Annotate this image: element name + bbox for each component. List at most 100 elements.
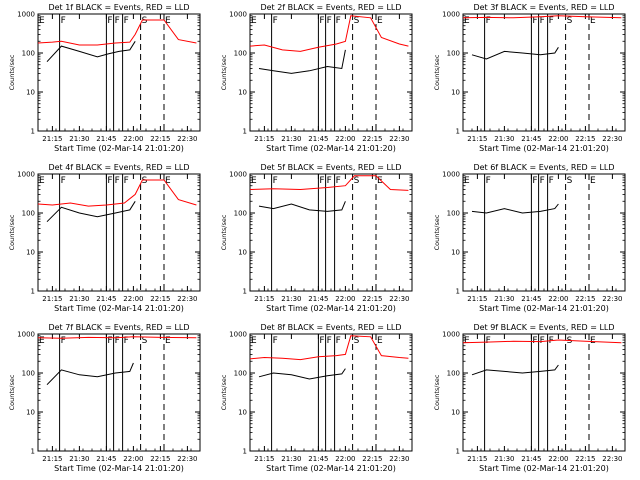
x-tick-label: 22:30: [177, 295, 197, 303]
plot-frame: [249, 173, 413, 292]
y-axis-label: Counts/sec: [8, 214, 16, 250]
x-tick-label: 22:30: [389, 455, 409, 463]
chart-title: Det 3f BLACK = Events, RED = LLD: [473, 3, 614, 12]
plot-frame: [462, 13, 626, 132]
plot-frame: [37, 333, 201, 452]
marker-label: F: [336, 16, 341, 26]
marker-label: F: [486, 176, 491, 186]
marker-label: F: [124, 336, 129, 346]
x-tick-label: 21:45: [521, 295, 541, 303]
y-tick-label: 10: [26, 249, 35, 257]
y-axis-label: Counts/sec: [433, 54, 441, 90]
marker-label: E: [39, 16, 45, 26]
x-tick-label: 22:30: [602, 295, 622, 303]
x-tick-label: 22:30: [389, 135, 409, 143]
y-tick-label: 1: [456, 448, 460, 456]
marker-label: F: [61, 336, 66, 346]
y-axis-label: Counts/sec: [433, 214, 441, 250]
chart-title: Det 9f BLACK = Events, RED = LLD: [473, 323, 614, 332]
x-tick-label: 21:30: [281, 295, 301, 303]
y-axis-label: Counts/sec: [433, 374, 441, 410]
series-lld-line: [37, 19, 197, 46]
marker-label: F: [115, 16, 120, 26]
marker-label: F: [540, 16, 545, 26]
x-tick-label: 21:30: [281, 455, 301, 463]
marker-label: E: [377, 176, 383, 186]
y-tick-label: 1000: [229, 331, 247, 339]
marker-label: S: [567, 176, 573, 186]
marker-label: F: [273, 16, 278, 26]
x-tick-label: 22:00: [548, 135, 568, 143]
plot-frame: [37, 13, 201, 132]
marker-label: E: [251, 336, 257, 346]
y-tick-label: 1: [31, 288, 35, 296]
x-tick-label: 21:15: [467, 295, 487, 303]
x-tick-label: 21:45: [308, 455, 328, 463]
x-tick-label: 21:45: [308, 135, 328, 143]
marker-label: F: [273, 176, 278, 186]
series-lld-line: [249, 335, 409, 361]
series-events-line: [471, 47, 559, 60]
y-tick-label: 1000: [442, 11, 460, 19]
x-tick-label: 22:15: [575, 135, 595, 143]
series-lld-line: [462, 339, 622, 344]
x-tick-label: 22:15: [362, 135, 382, 143]
y-tick-label: 10: [451, 409, 460, 417]
series-events-line: [258, 201, 346, 212]
y-tick-label: 1: [243, 128, 247, 136]
marker-label: S: [142, 16, 148, 26]
y-tick-label: 1000: [442, 171, 460, 179]
x-tick-label: 21:30: [494, 135, 514, 143]
plot-frame: [462, 173, 626, 292]
series-events-line: [471, 364, 559, 376]
x-tick-label: 21:30: [69, 455, 89, 463]
y-tick-label: 1: [243, 288, 247, 296]
y-axis-label: Counts/sec: [220, 374, 228, 410]
x-tick-label: 22:15: [575, 455, 595, 463]
x-tick-label: 21:45: [96, 295, 116, 303]
marker-label: F: [540, 176, 545, 186]
plot-frame: [249, 13, 413, 132]
marker-label: F: [532, 176, 537, 186]
marker-label: F: [115, 176, 120, 186]
marker-label: F: [327, 176, 332, 186]
x-tick-label: 22:15: [150, 455, 170, 463]
y-tick-label: 100: [234, 370, 247, 378]
x-tick-label: 22:15: [150, 295, 170, 303]
x-tick-label: 22:30: [602, 455, 622, 463]
y-tick-label: 10: [26, 409, 35, 417]
y-tick-label: 1000: [17, 11, 35, 19]
x-axis-label: Start Time (02-Mar-14 21:01:20): [54, 304, 184, 313]
marker-label: E: [377, 336, 383, 346]
x-tick-label: 22:15: [150, 135, 170, 143]
marker-label: F: [107, 336, 112, 346]
marker-label: S: [142, 176, 148, 186]
marker-label: F: [336, 176, 341, 186]
y-tick-label: 10: [451, 249, 460, 257]
y-axis-label: Counts/sec: [220, 54, 228, 90]
marker-label: F: [124, 16, 129, 26]
marker-label: E: [464, 336, 470, 346]
x-tick-label: 22:00: [123, 295, 143, 303]
x-tick-label: 22:00: [123, 135, 143, 143]
marker-label: E: [39, 176, 45, 186]
marker-label: F: [486, 16, 491, 26]
x-axis-label: Start Time (02-Mar-14 21:01:20): [54, 464, 184, 473]
plot-frame: [249, 333, 413, 452]
chart-title: Det 2f BLACK = Events, RED = LLD: [260, 3, 401, 12]
chart-title: Det 1f BLACK = Events, RED = LLD: [48, 3, 189, 12]
series-events-line: [46, 362, 134, 386]
x-axis-label: Start Time (02-Mar-14 21:01:20): [479, 144, 609, 153]
y-tick-label: 100: [447, 370, 460, 378]
plot-frame: [37, 173, 201, 292]
marker-label: F: [61, 16, 66, 26]
marker-label: S: [354, 16, 360, 26]
chart-title: Det 4f BLACK = Events, RED = LLD: [48, 163, 189, 172]
y-tick-label: 1000: [229, 171, 247, 179]
x-tick-label: 22:30: [177, 135, 197, 143]
series-events-line: [471, 203, 559, 214]
x-tick-label: 21:30: [69, 295, 89, 303]
marker-label: E: [464, 16, 470, 26]
y-tick-label: 10: [26, 89, 35, 97]
x-tick-label: 21:45: [308, 295, 328, 303]
